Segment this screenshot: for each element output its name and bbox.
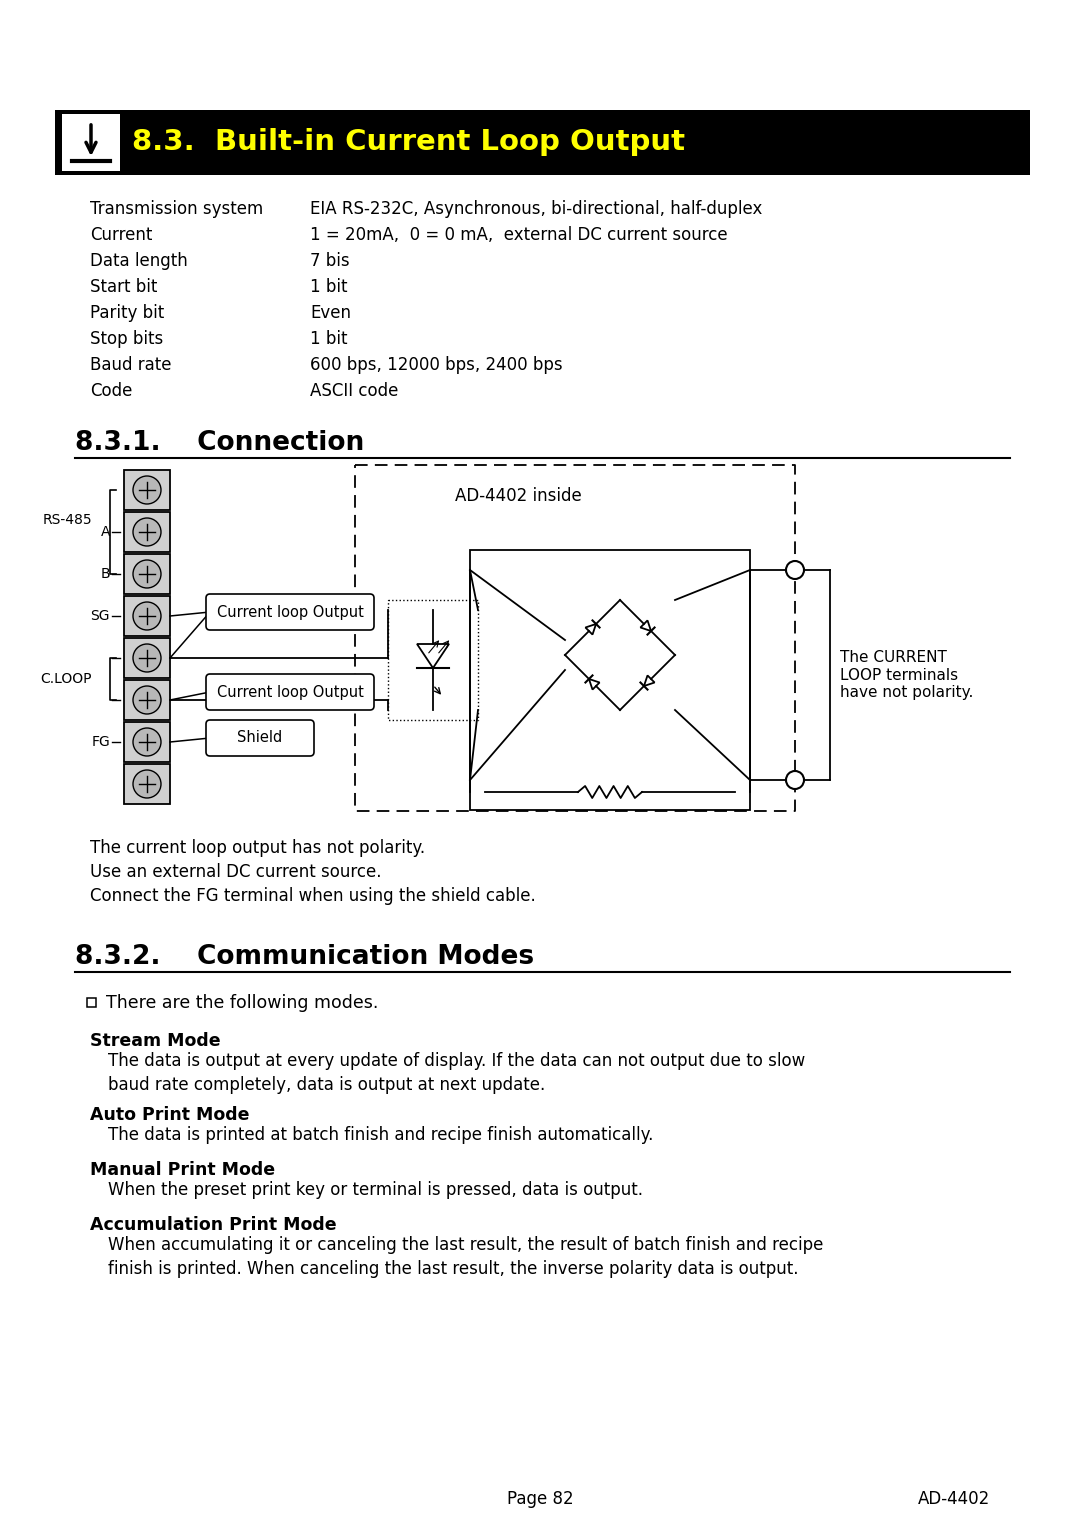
- Circle shape: [786, 561, 804, 579]
- Bar: [87, 998, 96, 1007]
- Text: When the preset print key or terminal is pressed, data is output.: When the preset print key or terminal is…: [108, 1181, 643, 1199]
- Text: When accumulating it or canceling the last result, the result of batch finish an: When accumulating it or canceling the la…: [108, 1236, 823, 1277]
- Text: Page 82: Page 82: [507, 1490, 573, 1508]
- Circle shape: [133, 602, 161, 630]
- Text: Current loop Output: Current loop Output: [217, 685, 364, 700]
- Text: Current: Current: [90, 226, 152, 244]
- Text: Data length: Data length: [90, 252, 188, 270]
- Bar: [55, 110, 1030, 176]
- Text: AD-4402: AD-4402: [918, 1490, 990, 1508]
- Text: C.LOOP: C.LOOP: [41, 672, 92, 686]
- Text: Current loop Output: Current loop Output: [217, 605, 364, 619]
- Text: Manual Print Mode: Manual Print Mode: [90, 1161, 275, 1180]
- Bar: [124, 512, 170, 552]
- Circle shape: [133, 518, 161, 545]
- Text: Accumulation Print Mode: Accumulation Print Mode: [90, 1216, 337, 1235]
- Text: 8.3.1.    Connection: 8.3.1. Connection: [75, 429, 364, 455]
- Circle shape: [133, 770, 161, 798]
- Circle shape: [133, 686, 161, 714]
- Text: The current loop output has not polarity.: The current loop output has not polarity…: [90, 839, 426, 857]
- Text: RS-485: RS-485: [42, 513, 92, 527]
- Bar: [124, 723, 170, 762]
- Bar: [124, 680, 170, 720]
- FancyBboxPatch shape: [206, 594, 374, 630]
- Text: SG: SG: [91, 610, 110, 623]
- FancyBboxPatch shape: [206, 720, 314, 756]
- Text: 7 bis: 7 bis: [310, 252, 350, 270]
- Text: 1 bit: 1 bit: [310, 278, 348, 296]
- Bar: [124, 639, 170, 678]
- Text: Baud rate: Baud rate: [90, 356, 172, 374]
- Text: There are the following modes.: There are the following modes.: [106, 995, 378, 1012]
- Text: ASCII code: ASCII code: [310, 382, 399, 400]
- Text: 8.3.  Built-in Current Loop Output: 8.3. Built-in Current Loop Output: [132, 128, 685, 156]
- Circle shape: [786, 772, 804, 788]
- Text: Auto Print Mode: Auto Print Mode: [90, 1106, 249, 1125]
- Text: Connect the FG terminal when using the shield cable.: Connect the FG terminal when using the s…: [90, 886, 536, 905]
- Text: The data is printed at batch finish and recipe finish automatically.: The data is printed at batch finish and …: [108, 1126, 653, 1144]
- Text: B: B: [100, 567, 110, 581]
- Bar: [62, 115, 120, 171]
- Text: Transmission system: Transmission system: [90, 200, 264, 219]
- Text: The data is output at every update of display. If the data can not output due to: The data is output at every update of di…: [108, 1051, 806, 1094]
- Text: FG: FG: [91, 735, 110, 749]
- Text: Stop bits: Stop bits: [90, 330, 163, 348]
- Text: AD-4402 inside: AD-4402 inside: [455, 487, 582, 504]
- Text: Start bit: Start bit: [90, 278, 158, 296]
- Text: The CURRENT
LOOP terminals
have not polarity.: The CURRENT LOOP terminals have not pola…: [840, 649, 973, 700]
- Bar: [124, 471, 170, 510]
- Text: EIA RS-232C, Asynchronous, bi-directional, half-duplex: EIA RS-232C, Asynchronous, bi-directiona…: [310, 200, 762, 219]
- Text: Even: Even: [310, 304, 351, 322]
- Circle shape: [133, 559, 161, 588]
- Text: Use an external DC current source.: Use an external DC current source.: [90, 863, 381, 882]
- Bar: [470, 550, 750, 810]
- Text: Parity bit: Parity bit: [90, 304, 164, 322]
- Text: 1 bit: 1 bit: [310, 330, 348, 348]
- Circle shape: [133, 643, 161, 672]
- Circle shape: [133, 477, 161, 504]
- Text: 600 bps, 12000 bps, 2400 bps: 600 bps, 12000 bps, 2400 bps: [310, 356, 563, 374]
- Text: 1 = 20mA,  0 = 0 mA,  external DC current source: 1 = 20mA, 0 = 0 mA, external DC current …: [310, 226, 728, 244]
- Text: Code: Code: [90, 382, 133, 400]
- FancyBboxPatch shape: [206, 674, 374, 711]
- Bar: [124, 555, 170, 594]
- Bar: [124, 764, 170, 804]
- Bar: [124, 596, 170, 636]
- Circle shape: [133, 727, 161, 756]
- Text: Stream Mode: Stream Mode: [90, 1031, 220, 1050]
- Text: Shield: Shield: [238, 730, 283, 746]
- Text: A: A: [100, 526, 110, 539]
- Text: 8.3.2.    Communication Modes: 8.3.2. Communication Modes: [75, 944, 535, 970]
